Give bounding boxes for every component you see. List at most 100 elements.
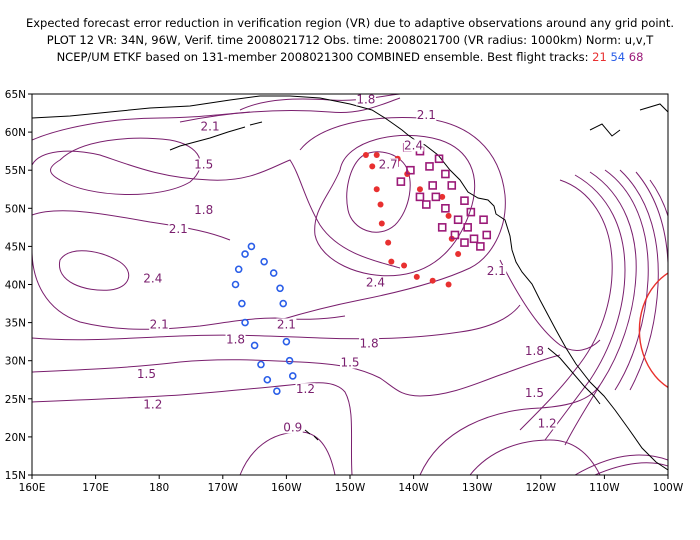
flight-track-point (422, 200, 431, 209)
contour-label: 1.5 (340, 356, 359, 370)
track-68-label: 68 (628, 50, 644, 64)
contour-label-bg (537, 417, 558, 430)
contour-line (594, 462, 668, 475)
lat-tick-label: 50N (5, 203, 26, 215)
flight-track-54 (231, 242, 297, 395)
track-21-label: 21 (592, 50, 607, 64)
flight-track-point (434, 154, 444, 164)
contour-label: 2.7 (379, 157, 398, 171)
contour-label: 1.8 (226, 333, 245, 347)
contour-label-bg (276, 318, 297, 331)
contour-label-bg (524, 345, 545, 358)
flight-track-point (238, 299, 246, 308)
flight-track-point (476, 242, 485, 251)
lon-tick-label: 180 (149, 482, 169, 494)
flight-track-point (288, 372, 297, 380)
verification-region-circle (638, 272, 668, 389)
contour-line (519, 179, 613, 431)
contour-labels: 1.82.12.42.72.11.51.82.12.4 2.42.12.1 2.11… (136, 94, 558, 434)
lon-tick-label: 150W (335, 482, 366, 494)
contour-line (32, 150, 401, 269)
contour-label: 2.4 (404, 138, 423, 152)
contour-label-bg (295, 383, 316, 396)
contour-label: 2.1 (150, 317, 169, 331)
contour-label-bg (359, 337, 380, 350)
flight-track-point (234, 265, 243, 274)
flight-track-point (373, 151, 380, 158)
flight-track-point (437, 223, 447, 232)
flight-track-point (463, 223, 472, 232)
flight-track-68 (390, 143, 492, 251)
flight-track-point (269, 269, 278, 277)
flight-track-point (406, 165, 415, 175)
lat-tick-label: 30N (5, 356, 26, 368)
error-reduction-contours (32, 94, 668, 475)
contour-line (604, 169, 649, 391)
contour-label-bg (486, 265, 507, 278)
contour-line (469, 439, 601, 475)
flight-track-point (401, 262, 408, 269)
contour-line (649, 179, 668, 218)
flight-track-point (431, 192, 441, 202)
contour-label-bg (142, 398, 163, 411)
flight-track-point (428, 181, 437, 190)
contour-line (239, 431, 336, 475)
flight-track-point (445, 212, 452, 219)
contour-line (32, 249, 346, 330)
flight-track-point (479, 215, 488, 225)
map-plot-area: 1.82.12.42.72.11.51.82.12.4 2.42.12.1 2.11… (32, 94, 668, 475)
contour-line (32, 111, 251, 141)
contour-label: 1.8 (525, 344, 544, 358)
contour-label: 0.9 (283, 420, 302, 434)
flight-track-point (469, 234, 479, 244)
flight-track-point (416, 186, 423, 193)
contour-label: 1.2 (143, 397, 162, 411)
coastlines (32, 95, 668, 471)
flight-track-point (413, 273, 420, 280)
contour-line (50, 137, 201, 195)
contour-label-bg (524, 386, 545, 399)
aleutian-islands (169, 121, 263, 151)
contour-label-bg (403, 139, 424, 152)
hawaii-islands (304, 429, 319, 441)
contour-label: 2.4 (143, 272, 162, 286)
flight-track-point (282, 337, 291, 346)
contour-line (314, 134, 476, 277)
flight-track-point (257, 360, 265, 369)
flight-track-point (260, 257, 268, 266)
lat-tick-label: 60N (5, 127, 26, 139)
contour-label: 1.5 (194, 157, 213, 171)
contour-label-bg (200, 120, 221, 133)
contour-line (32, 354, 561, 397)
contour-label-bg (355, 94, 376, 106)
flight-track-point (415, 192, 425, 202)
lon-tick-label: 130W (462, 482, 493, 494)
longitude-axis: 160E 170E 180 170W 160W 150W 140W 130W 120W 110W 1… (19, 475, 684, 494)
flight-track-point (231, 280, 240, 289)
lon-tick-label: 100W (653, 482, 684, 494)
contour-line (574, 454, 668, 475)
contour-label: 2.1 (417, 108, 436, 122)
baja-coast (547, 347, 601, 405)
contour-line (544, 174, 626, 441)
plot-title-line-2: PLOT 12 VR: 34N, 96W, Verif. time 200802… (46, 33, 654, 47)
lon-tick-label: 160W (271, 482, 302, 494)
contour-line (32, 382, 353, 475)
flight-track-point (460, 196, 469, 205)
contour-line (419, 384, 601, 475)
track-54-label: 54 (610, 50, 626, 64)
flight-track-point (263, 375, 272, 384)
lon-tick-label: 110W (589, 482, 620, 494)
lon-tick-label: 160E (19, 482, 46, 494)
contour-label-bg (193, 158, 214, 171)
flight-track-point (453, 215, 463, 225)
contour-line (346, 151, 411, 233)
contour-label-bg (340, 356, 360, 369)
flight-track-21 (362, 151, 462, 288)
flight-track-point (276, 284, 284, 293)
flight-track-point (460, 238, 469, 247)
title-line-3-text: NCEP/UM ETKF based on 131-member 2008021… (56, 50, 589, 64)
contour-label: 2.1 (487, 264, 506, 278)
contour-label-bg (365, 276, 386, 289)
flight-track-point (241, 318, 249, 327)
